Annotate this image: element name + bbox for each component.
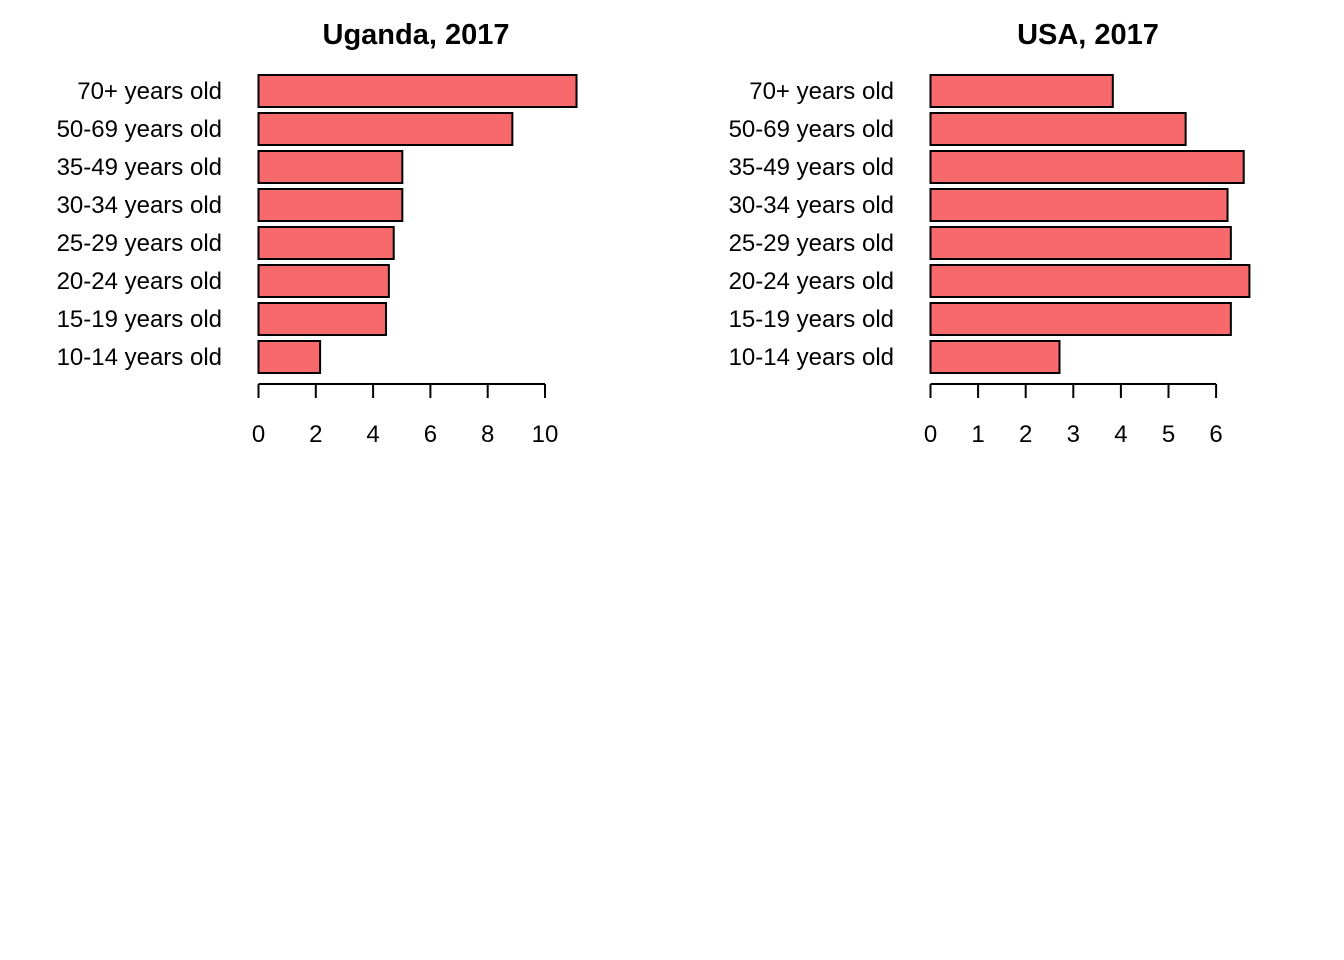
bar [257, 226, 395, 260]
category-label: 10-14 years old [729, 344, 894, 371]
bar [257, 74, 578, 108]
x-tick-label: 6 [424, 421, 437, 448]
bar [257, 302, 387, 336]
category-label: 10-14 years old [57, 344, 222, 371]
x-tick-label: 1 [971, 421, 984, 448]
category-label: 50-69 years old [729, 116, 894, 143]
x-tick-label: 0 [924, 421, 937, 448]
category-label: 25-29 years old [729, 230, 894, 257]
x-tick-label: 3 [1067, 421, 1080, 448]
x-tick-label: 8 [481, 421, 494, 448]
category-label: 70+ years old [77, 78, 222, 105]
category-label: 25-29 years old [57, 230, 222, 257]
category-label: 20-24 years old [57, 268, 222, 295]
bar [257, 264, 390, 298]
category-label: 35-49 years old [729, 154, 894, 181]
category-label: 30-34 years old [57, 192, 222, 219]
category-label: 15-19 years old [729, 306, 894, 333]
category-label: 30-34 years old [729, 192, 894, 219]
category-label: 50-69 years old [57, 116, 222, 143]
chart-title: Uganda, 2017 [323, 19, 510, 51]
bar [929, 112, 1187, 146]
x-tick-label: 5 [1162, 421, 1175, 448]
bar [929, 74, 1114, 108]
category-label: 15-19 years old [57, 306, 222, 333]
bar [929, 264, 1251, 298]
x-tick-label: 2 [1019, 421, 1032, 448]
bar [257, 188, 404, 222]
chart-panel-usa: USA, 2017 10-14 years old 15-19 years old… [729, 19, 1251, 448]
x-tick-label: 10 [532, 421, 559, 448]
category-label: 70+ years old [749, 78, 894, 105]
x-tick-label: 0 [252, 421, 265, 448]
bar [257, 112, 514, 146]
bar [929, 302, 1232, 336]
category-label: 20-24 years old [729, 268, 894, 295]
x-tick-label: 4 [366, 421, 379, 448]
chart-panel-uganda: Uganda, 2017 10-14 years old 15-19 years … [57, 19, 578, 448]
x-tick-label: 6 [1209, 421, 1222, 448]
bar [257, 150, 404, 184]
bar [929, 340, 1061, 374]
chart-title: USA, 2017 [1017, 19, 1159, 51]
category-label: 35-49 years old [57, 154, 222, 181]
x-tick-label: 4 [1114, 421, 1127, 448]
bar [929, 150, 1245, 184]
bar [929, 226, 1232, 260]
x-tick-label: 2 [309, 421, 322, 448]
bar [257, 340, 322, 374]
bar [929, 188, 1229, 222]
